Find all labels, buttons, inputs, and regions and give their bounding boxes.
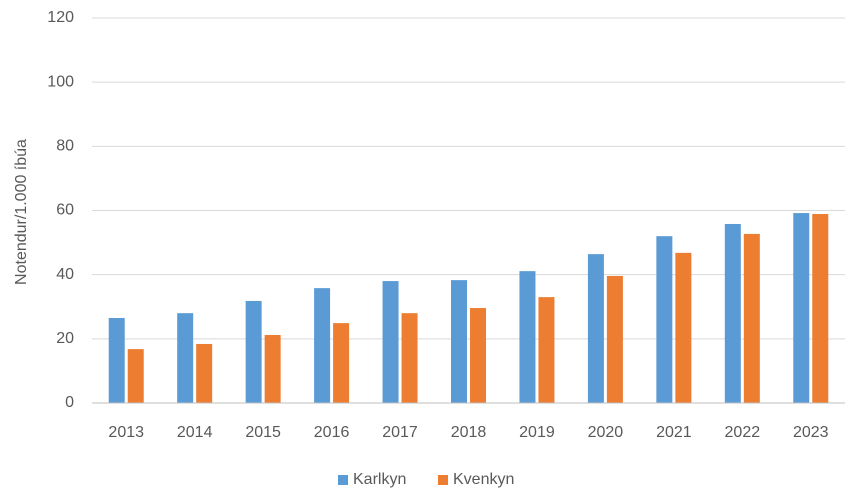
bar [675,252,692,403]
bar [587,254,604,403]
y-axis-label: Notendur/1.000 íbúa [13,139,30,285]
bar [606,275,623,403]
bar [538,297,555,403]
x-tick-label: 2015 [245,424,281,441]
bar [127,349,144,403]
x-tick-label: 2013 [108,424,144,441]
bar [793,213,810,403]
bar [519,271,536,403]
bar [264,334,281,403]
x-tick-label: 2014 [177,424,213,441]
bar [245,300,262,403]
bar [656,236,673,403]
legend-label: Kvenkyn [453,471,514,488]
bar [724,223,741,403]
bar [314,288,331,403]
legend-label: Karlkyn [353,471,406,488]
y-tick-label: 120 [47,9,74,26]
x-tick-label: 2021 [656,424,692,441]
bar [743,233,760,403]
legend-swatch [338,475,348,485]
y-tick-label: 100 [47,73,74,90]
y-tick-label: 20 [56,330,74,347]
bar [382,281,399,403]
x-tick-label: 2023 [793,424,829,441]
legend-swatch [438,475,448,485]
y-tick-label: 0 [65,394,74,411]
x-tick-label: 2018 [451,424,487,441]
bar [108,317,125,403]
bar [451,280,467,403]
y-tick-label: 80 [56,138,74,155]
bar [333,323,350,403]
y-tick-label: 40 [56,266,74,283]
bar [401,313,418,403]
bar [812,214,829,403]
x-tick-label: 2022 [725,424,761,441]
x-tick-label: 2016 [314,424,350,441]
x-tick-label: 2017 [382,424,418,441]
y-tick-label: 60 [56,202,74,219]
bar [177,313,194,403]
x-tick-label: 2019 [519,424,555,441]
bar [470,308,486,403]
bar [196,343,213,403]
x-tick-label: 2020 [588,424,624,441]
